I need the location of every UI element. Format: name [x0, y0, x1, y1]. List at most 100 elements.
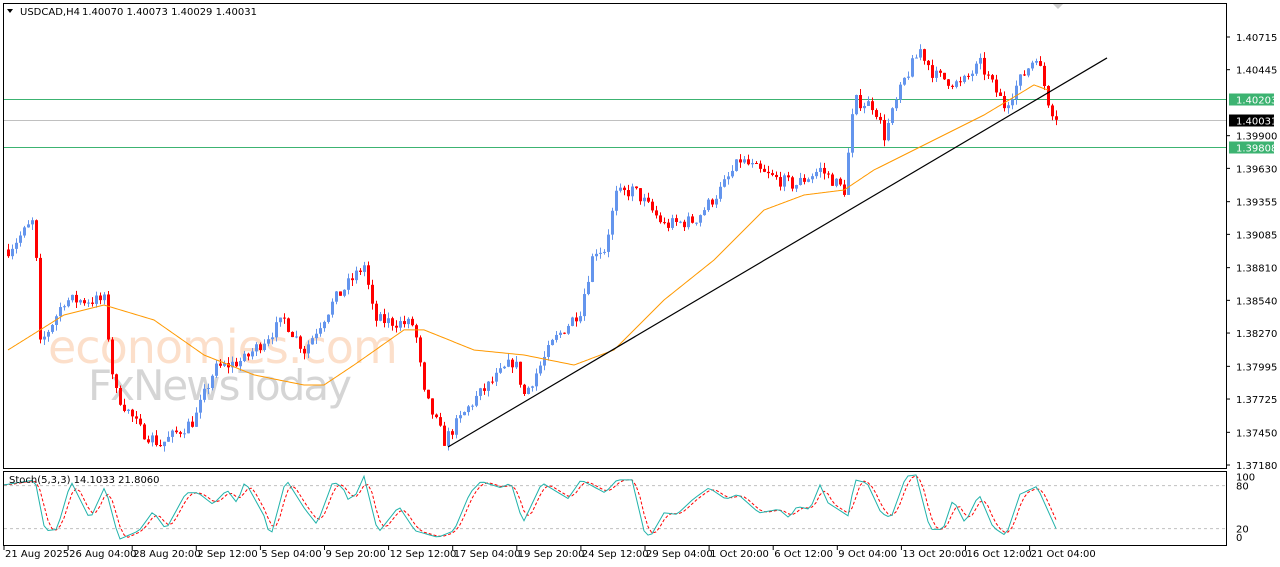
candle-body — [59, 307, 62, 317]
candle — [1043, 62, 1046, 90]
candle — [927, 60, 930, 71]
candle-body — [83, 300, 86, 304]
candle-body — [675, 218, 678, 223]
candle — [771, 169, 774, 177]
candle-body — [1011, 99, 1014, 106]
candle — [615, 185, 618, 216]
candle — [135, 410, 138, 424]
candle — [371, 279, 374, 310]
candle-body — [755, 163, 758, 165]
candle — [999, 88, 1002, 97]
candle-body — [779, 177, 782, 187]
time-tick-label: 12 Sep 12:00 — [390, 549, 457, 560]
time-tick-label: 9 Sep 20:00 — [326, 549, 386, 560]
candle — [811, 173, 814, 184]
candle — [187, 418, 190, 434]
candle-body — [479, 388, 482, 396]
candle-body — [815, 171, 818, 177]
candle — [683, 219, 686, 231]
candle — [575, 312, 578, 327]
candle — [7, 243, 10, 258]
candle — [791, 175, 794, 192]
candle-body — [271, 337, 274, 340]
candle — [427, 389, 430, 400]
candle — [75, 290, 78, 309]
candle-body — [159, 445, 162, 447]
candle-body — [455, 418, 458, 435]
candle-body — [219, 363, 222, 366]
candle — [603, 249, 606, 255]
candle-body — [27, 224, 30, 228]
time-tick-label: 5 Sep 04:00 — [261, 549, 321, 560]
ohlc-values: 1.40070 1.40073 1.40029 1.40031 — [82, 7, 257, 18]
dropdown-triangle-icon[interactable] — [7, 9, 13, 13]
candle-body — [527, 387, 530, 394]
candle — [899, 81, 902, 103]
candle-body — [99, 295, 102, 301]
stoch-tick-label: 0 — [1236, 533, 1242, 544]
candle — [191, 416, 194, 428]
candle — [99, 292, 102, 305]
candle-body — [255, 344, 258, 352]
candle-body — [155, 435, 158, 446]
candle-body — [467, 406, 470, 413]
candle — [219, 359, 222, 368]
candle-body — [599, 252, 602, 254]
candle — [39, 253, 42, 344]
candle-body — [287, 318, 290, 332]
candle — [631, 183, 634, 202]
current-price-label: 1.40031 — [1236, 117, 1277, 128]
candle — [851, 108, 854, 158]
candle-body — [827, 173, 830, 175]
candle-body — [787, 175, 790, 178]
candle — [931, 59, 934, 83]
candle — [727, 171, 730, 185]
stoch-signal-line — [3, 474, 1057, 538]
candle — [127, 408, 130, 414]
candle — [531, 385, 534, 392]
candle-body — [111, 339, 114, 375]
candle — [675, 214, 678, 226]
candle-body — [531, 386, 534, 388]
candle-body — [791, 177, 794, 189]
candle — [923, 48, 926, 65]
candle — [411, 316, 414, 327]
candle-body — [511, 359, 514, 368]
trendline[interactable] — [447, 57, 1108, 448]
candle-body — [303, 348, 306, 354]
candle-body — [319, 328, 322, 334]
candle-body — [819, 167, 822, 172]
candle-body — [579, 316, 582, 322]
candle — [627, 184, 630, 201]
candle-body — [987, 74, 990, 76]
candle — [599, 247, 602, 259]
candle-body — [51, 324, 54, 332]
candle-body — [643, 197, 646, 202]
candle — [563, 332, 566, 335]
candle-body — [383, 314, 386, 324]
chart-shift-marker-icon[interactable] — [1053, 4, 1063, 9]
candle — [295, 330, 298, 339]
resistance-price-label: 1.40203 — [1236, 96, 1277, 107]
candle-body — [923, 49, 926, 61]
time-tick-label: 1 Oct 20:00 — [710, 549, 769, 560]
candle — [267, 335, 270, 347]
candle — [495, 367, 498, 387]
price-axis[interactable]: 1.40715 1.40445 1.39900 1.39630 1.39355 1.390… — [1226, 33, 1277, 544]
price-tick-label: 1.40445 — [1236, 66, 1277, 77]
candle-body — [911, 58, 914, 77]
candle — [87, 299, 90, 307]
candle — [455, 414, 458, 439]
candle — [951, 84, 954, 90]
candle — [195, 407, 198, 428]
candle-body — [535, 373, 538, 387]
candle — [987, 71, 990, 80]
candle — [767, 165, 770, 179]
candle — [67, 297, 70, 308]
candle-body — [147, 439, 150, 443]
candle-body — [1043, 65, 1046, 86]
candle-body — [871, 101, 874, 111]
time-tick-label: 24 Sep 12:00 — [582, 549, 649, 560]
